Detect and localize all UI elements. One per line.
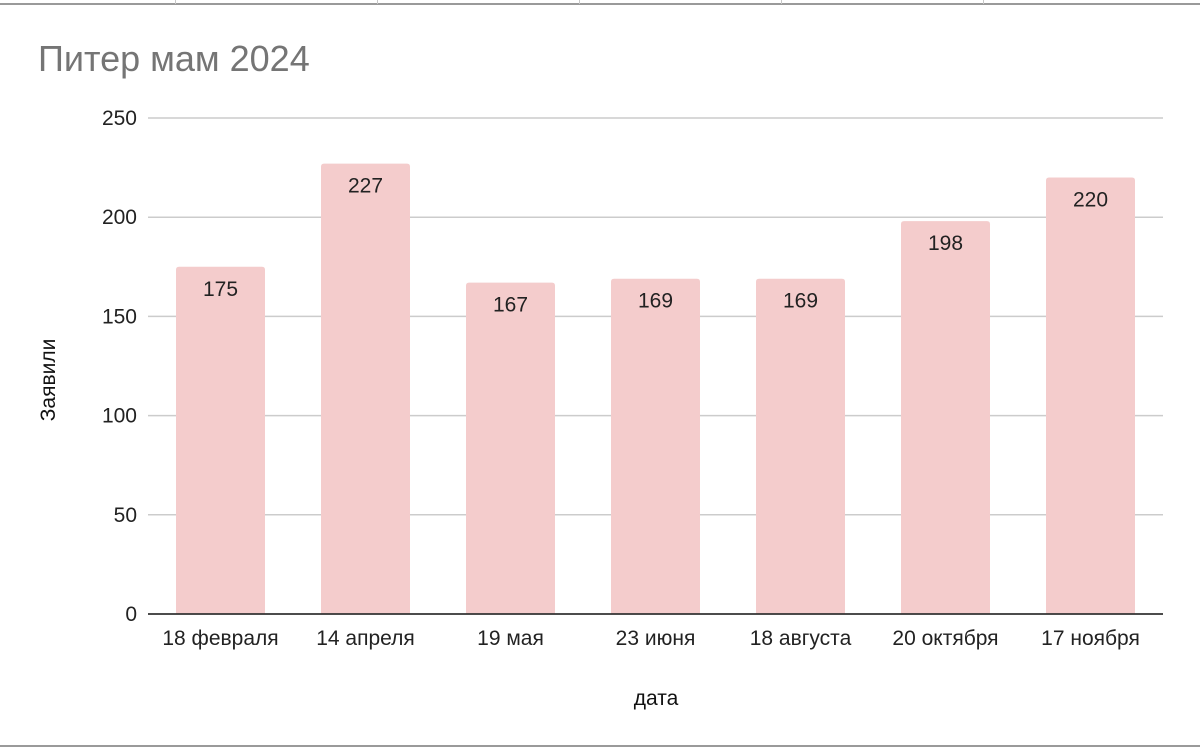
data-label: 169: [783, 290, 818, 313]
y-tick-label: 0: [125, 603, 137, 626]
y-axis-title: Заявили: [37, 339, 60, 422]
top-border: [0, 3, 1200, 5]
x-tick-label: 18 февраля: [162, 627, 278, 650]
chart-title: Питер мам 2024: [38, 38, 310, 79]
sheet-column-divider: [781, 0, 782, 4]
sheet-column-divider: [983, 0, 984, 4]
data-label: 169: [638, 290, 673, 313]
data-label: 220: [1073, 189, 1108, 212]
bar: [466, 282, 555, 614]
bar: [611, 278, 700, 614]
x-axis-title: дата: [634, 687, 679, 710]
sheet-column-divider: [377, 0, 378, 4]
y-tick-label: 100: [102, 405, 137, 428]
bar: [1046, 177, 1135, 614]
bar: [321, 163, 410, 614]
data-label: 167: [493, 294, 528, 317]
y-tick-label: 250: [102, 107, 137, 130]
x-tick-label: 14 апреля: [316, 627, 415, 650]
bar: [901, 221, 990, 614]
sheet-column-divider: [175, 0, 176, 4]
data-label: 198: [928, 232, 963, 255]
x-tick-label: 19 мая: [477, 627, 544, 650]
sheet-column-divider: [579, 0, 580, 4]
y-tick-label: 200: [102, 206, 137, 229]
y-tick-label: 150: [102, 305, 137, 328]
bar: [756, 278, 845, 614]
bar: [176, 266, 265, 614]
x-tick-label: 20 октября: [892, 627, 998, 650]
bottom-border: [0, 745, 1200, 747]
x-tick-label: 17 ноября: [1041, 627, 1140, 650]
x-tick-label: 18 августа: [750, 627, 852, 650]
y-tick-label: 50: [114, 504, 137, 527]
data-label: 175: [203, 278, 238, 301]
x-tick-label: 23 июня: [616, 627, 696, 650]
data-label: 227: [348, 175, 383, 198]
